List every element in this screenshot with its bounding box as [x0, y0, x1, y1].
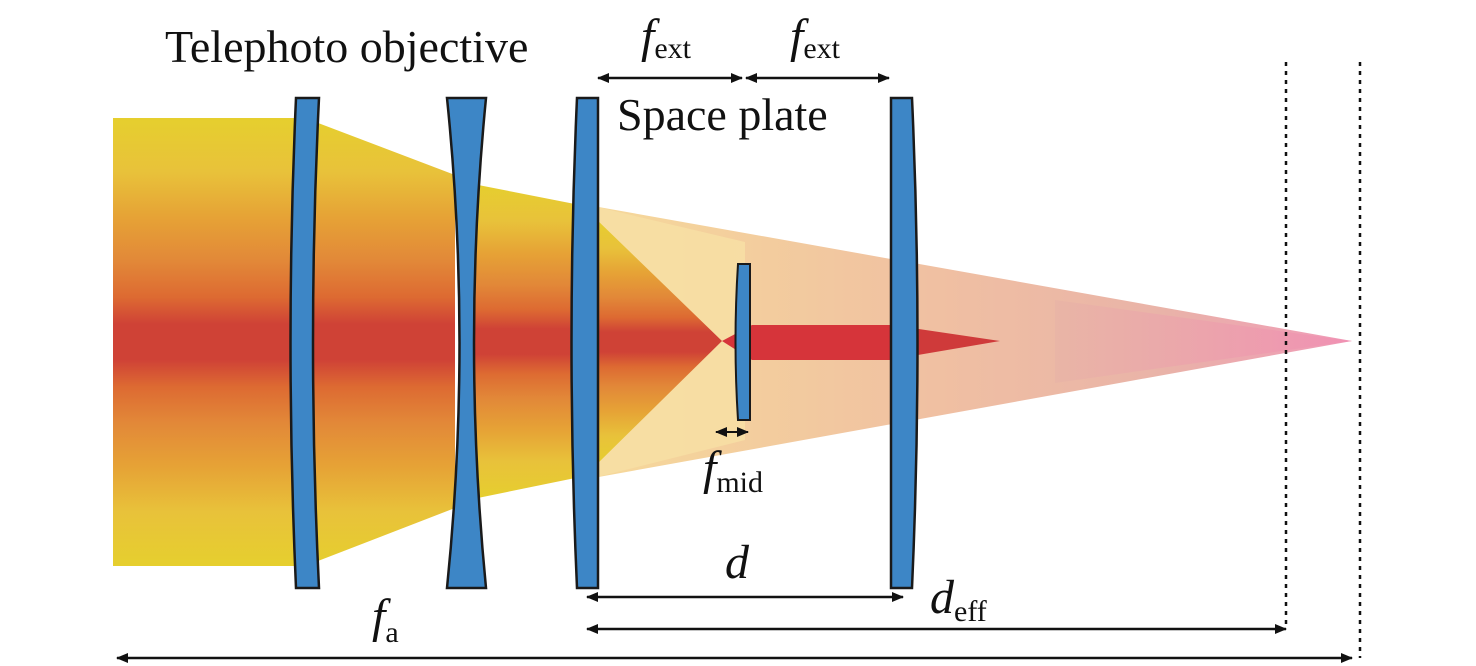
space-plate-label: Space plate	[617, 89, 828, 140]
beam-segment-1	[305, 118, 455, 566]
lens-4	[889, 96, 919, 590]
f-a-sub: a	[385, 616, 398, 649]
tail-beam	[912, 328, 1000, 356]
f-ext-right-label: fext	[790, 10, 841, 65]
f-ext-left-label: fext	[641, 10, 692, 65]
f-ext-right-sub: ext	[803, 32, 840, 65]
lens-mid	[734, 263, 751, 421]
mid-beam	[722, 325, 890, 360]
d-eff-sub: eff	[954, 595, 987, 628]
f-mid-sub: mid	[716, 466, 763, 499]
telephoto-objective-label: Telephoto objective	[165, 21, 528, 72]
lens-3	[570, 96, 600, 590]
lens-1	[289, 96, 321, 590]
f-mid-label: fmid	[703, 442, 763, 499]
d-eff-label: deff	[930, 571, 987, 628]
input-beam	[113, 118, 305, 566]
d-eff-base: d	[930, 571, 955, 624]
f-ext-left-sub: ext	[654, 32, 691, 65]
beam-segment-2	[468, 183, 585, 500]
d-label: d	[725, 536, 750, 589]
focus-tip	[1055, 300, 1352, 383]
f-a-label: fa	[372, 590, 399, 649]
lens-2	[445, 96, 488, 590]
converging-beam	[595, 218, 722, 466]
